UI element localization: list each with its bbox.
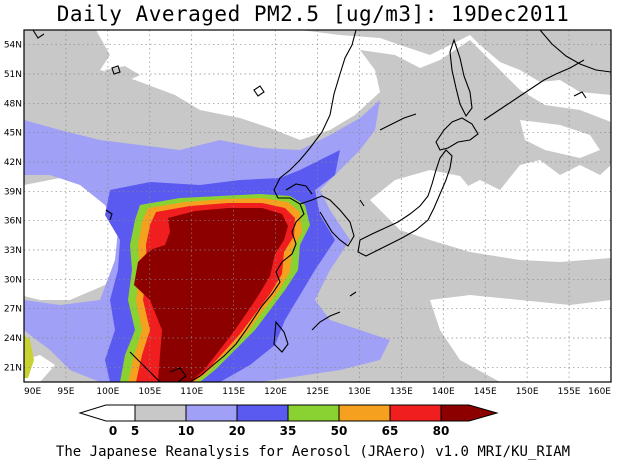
- lat-tick-label: 54N: [4, 41, 22, 51]
- map-title: Daily Averaged PM2.5 [ug/m3]: 19Dec2011: [56, 2, 570, 26]
- graticule: [24, 30, 611, 382]
- colorbar-segment: [236, 404, 289, 422]
- lon-tick-labels: 90E 95E 100E 105E 110E 115E 120E 125E 130E 135E 14…: [24, 387, 611, 397]
- colorbar-label: 0: [109, 424, 117, 438]
- lon-tick-label: 125E: [306, 387, 329, 397]
- colorbar-segment: [338, 404, 391, 422]
- lon-tick-label: 105E: [138, 387, 161, 397]
- edge-sliver: [24, 335, 34, 378]
- lon-tick-label: 135E: [390, 387, 413, 397]
- lat-tick-label: 30N: [4, 275, 22, 285]
- plot-frame: [23, 29, 612, 383]
- lat-tick-label: 36N: [4, 217, 22, 227]
- colorbar-segment: [440, 404, 499, 422]
- lon-tick-label: 155E: [558, 387, 581, 397]
- colorbar-segment: [287, 404, 340, 422]
- lon-tick-label: 95E: [57, 387, 74, 397]
- lat-tick-label: 48N: [4, 99, 22, 109]
- lon-tick-label: 160E: [588, 387, 611, 397]
- colorbar-label: 65: [382, 424, 399, 438]
- colorbar-label: 20: [229, 424, 246, 438]
- footer-credit: The Japanese Reanalysis for Aerosol (JRA…: [55, 444, 571, 460]
- colorbar: 0 5 10 20 35 50 65 80: [78, 404, 499, 438]
- lat-tick-label: 27N: [4, 305, 22, 315]
- lat-tick-label: 21N: [4, 363, 22, 373]
- level-0-5-region: [24, 120, 611, 382]
- lon-tick-label: 130E: [348, 387, 371, 397]
- lon-tick-label: 100E: [96, 387, 119, 397]
- colorbar-label: 80: [433, 424, 450, 438]
- coastlines: [32, 30, 611, 382]
- lat-tick-label: 45N: [4, 129, 22, 139]
- lon-tick-label: 150E: [516, 387, 539, 397]
- level-80-plus-region: [134, 208, 288, 382]
- lon-tick-label: 145E: [474, 387, 497, 397]
- colorbar-label: 10: [178, 424, 195, 438]
- lat-tick-label: 33N: [4, 246, 22, 256]
- lon-tick-label: 115E: [222, 387, 245, 397]
- colorbar-label: 50: [331, 424, 348, 438]
- colorbar-segment: [78, 404, 136, 422]
- colorbar-segment: [134, 404, 187, 422]
- lon-tick-label: 90E: [24, 387, 41, 397]
- lon-tick-label: 140E: [432, 387, 455, 397]
- lat-tick-label: 39N: [4, 187, 22, 197]
- colorbar-segment: [185, 404, 238, 422]
- lon-tick-label: 120E: [264, 387, 287, 397]
- colorbar-segment: [389, 404, 442, 422]
- colorbar-label: 5: [131, 424, 139, 438]
- lon-tick-label: 110E: [180, 387, 203, 397]
- colorbar-label: 35: [280, 424, 297, 438]
- lat-tick-label: 42N: [4, 158, 22, 168]
- lat-tick-labels: 21N 24N 27N 30N 33N 36N 39N 42N 45N 48N 51N 54N: [4, 41, 22, 374]
- lat-tick-label: 51N: [4, 70, 22, 80]
- lat-tick-label: 24N: [4, 334, 22, 344]
